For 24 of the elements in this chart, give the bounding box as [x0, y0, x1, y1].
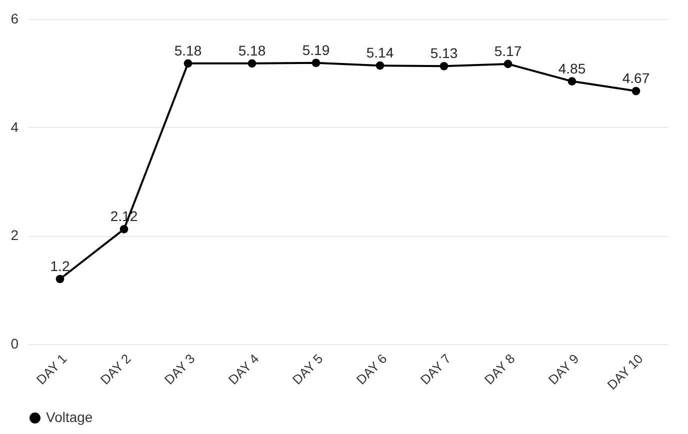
legend-label: Voltage: [46, 409, 93, 425]
data-label: 5.14: [366, 44, 394, 61]
point: [120, 224, 128, 234]
data-label: 5.13: [430, 45, 458, 62]
point: [56, 274, 64, 284]
point: [632, 86, 640, 96]
point: [376, 61, 384, 70]
data-label: 5.19: [302, 42, 330, 58]
y-tick-label: 4: [10, 118, 19, 135]
data-label: 4.67: [622, 70, 650, 86]
y-tick-label: 6: [10, 10, 19, 26]
point: [312, 58, 320, 68]
data-label: 5.17: [494, 42, 522, 59]
point: [504, 60, 512, 68]
y-tick-label: 0: [10, 336, 19, 352]
point: [248, 59, 256, 68]
point: [184, 59, 192, 68]
data-label: 5.18: [174, 42, 202, 58]
data-label: 1.2: [50, 258, 70, 274]
point: [568, 77, 576, 86]
data-label: 4.85: [558, 60, 586, 76]
point: [440, 62, 448, 70]
data-label: 5.18: [238, 42, 266, 58]
y-tick-label: 2: [10, 227, 19, 244]
